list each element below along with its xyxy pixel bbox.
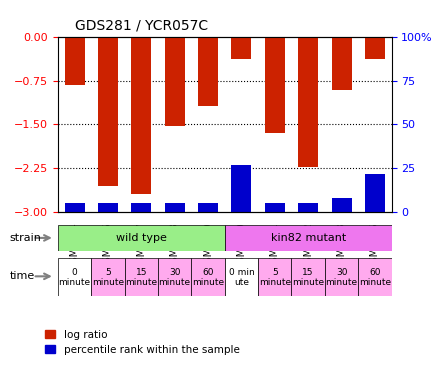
Bar — [158, 258, 191, 296]
Bar — [365, 37, 385, 59]
Text: 0 min
ute: 0 min ute — [229, 268, 254, 287]
Bar — [165, 37, 185, 126]
Bar — [291, 258, 325, 296]
Text: 5
minute: 5 minute — [92, 268, 124, 287]
Bar — [91, 258, 125, 296]
Bar — [98, 203, 118, 212]
Text: 15
minute: 15 minute — [125, 268, 158, 287]
Text: 30
minute: 30 minute — [158, 268, 191, 287]
Bar — [231, 165, 251, 212]
Bar — [258, 258, 291, 296]
Text: 60
minute: 60 minute — [359, 268, 391, 287]
Bar — [265, 37, 285, 133]
Bar — [58, 258, 91, 296]
Bar — [198, 37, 218, 106]
Bar — [231, 37, 251, 59]
Bar — [198, 203, 218, 212]
Bar — [332, 198, 352, 212]
Bar — [365, 173, 385, 212]
Bar — [225, 225, 392, 251]
Bar — [265, 203, 285, 212]
Bar — [298, 203, 318, 212]
Bar — [131, 37, 151, 194]
Text: 0
minute: 0 minute — [58, 268, 91, 287]
Text: 60
minute: 60 minute — [192, 268, 224, 287]
Bar — [131, 203, 151, 212]
Bar — [358, 258, 392, 296]
Bar — [191, 258, 225, 296]
Bar — [58, 225, 225, 251]
Bar — [65, 37, 85, 85]
Text: kin82 mutant: kin82 mutant — [271, 233, 346, 243]
Text: 5
minute: 5 minute — [259, 268, 291, 287]
Bar — [65, 203, 85, 212]
Bar — [165, 203, 185, 212]
Text: wild type: wild type — [116, 233, 167, 243]
Bar — [325, 258, 358, 296]
Text: GDS281 / YCR057C: GDS281 / YCR057C — [75, 19, 208, 33]
Text: time: time — [10, 271, 35, 281]
Bar — [298, 37, 318, 167]
Bar — [225, 258, 258, 296]
Legend: log ratio, percentile rank within the sample: log ratio, percentile rank within the sa… — [41, 325, 244, 359]
Text: 30
minute: 30 minute — [325, 268, 358, 287]
Text: 15
minute: 15 minute — [292, 268, 324, 287]
Bar — [125, 258, 158, 296]
Bar — [98, 37, 118, 186]
Bar — [332, 37, 352, 90]
Text: strain: strain — [10, 233, 42, 243]
